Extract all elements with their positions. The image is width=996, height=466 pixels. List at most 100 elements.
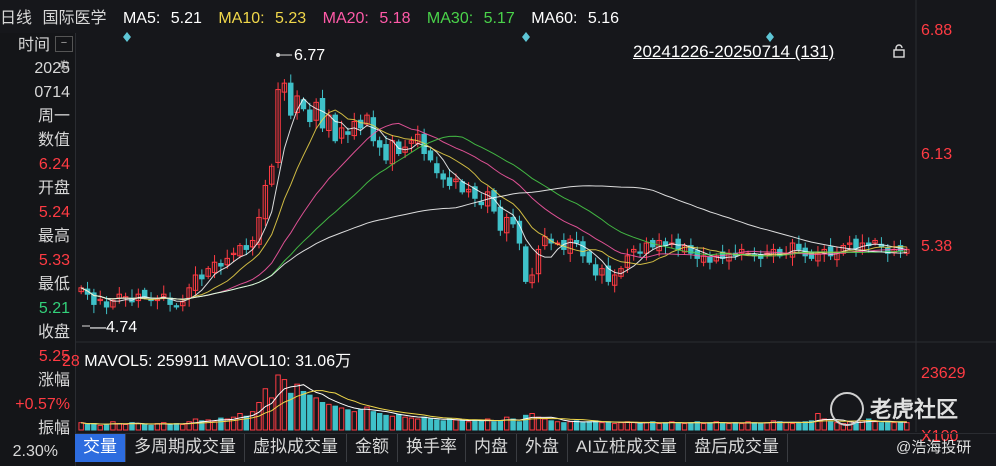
candle-body xyxy=(885,247,891,254)
candle-body xyxy=(789,242,796,258)
candle-body xyxy=(408,140,415,144)
tab-ai-volume[interactable]: AI立桩成交量 xyxy=(568,434,687,462)
volume-bar xyxy=(783,422,789,431)
mavol5-value: 259911 xyxy=(156,353,210,370)
volume-bar xyxy=(516,421,523,431)
tab-multi-period-volume[interactable]: 多周期成交量 xyxy=(126,434,245,462)
volume-bar xyxy=(459,420,465,431)
volume-bar xyxy=(637,423,643,431)
volume-bar xyxy=(249,411,256,431)
volume-bar xyxy=(777,421,783,431)
tab-volume[interactable]: 交量 xyxy=(75,434,126,462)
volume-bar xyxy=(427,418,434,431)
volume-bar xyxy=(503,416,510,431)
candle-body xyxy=(370,117,377,142)
high-annotation: 6.77 xyxy=(294,47,325,64)
candle-body xyxy=(434,163,440,174)
volume-bar xyxy=(376,413,383,431)
volume-bar xyxy=(237,413,243,431)
event-marker-icon xyxy=(123,32,131,42)
collapse-button[interactable]: − xyxy=(55,36,73,52)
indicator-tabs: 交量 多周期成交量 虚拟成交量 金额 换手率 内盘 外盘 AI立桩成交量 盘后成… xyxy=(75,433,996,462)
chart-title: 日线 国际医学 xyxy=(0,10,107,27)
volume-bar xyxy=(796,422,802,431)
ma30-line xyxy=(80,135,907,300)
volume-bar xyxy=(465,421,472,431)
mavol10-line xyxy=(81,390,907,425)
ma60-value: MA60: 5.16 xyxy=(531,10,620,27)
candle-body xyxy=(78,287,84,293)
tab-amount[interactable]: 金额 xyxy=(347,434,398,462)
volume-bar xyxy=(472,419,478,431)
tab-turnover[interactable]: 换手率 xyxy=(398,434,466,462)
high-marker-dot xyxy=(276,53,281,58)
volume-bar xyxy=(865,418,872,431)
candle-body xyxy=(605,265,612,282)
price-tick-mid: 6.13 xyxy=(921,146,953,163)
mavol10-label: MAVOL10: xyxy=(213,353,291,370)
change-value: +0.57% xyxy=(15,396,70,413)
candle-body xyxy=(211,261,218,273)
candle-body xyxy=(345,131,351,135)
tab-after-hours-volume[interactable]: 盘后成交量 xyxy=(686,434,789,462)
volume-bar xyxy=(821,418,827,431)
candle-body xyxy=(262,184,269,220)
volume-bar xyxy=(789,423,796,431)
volume-bar xyxy=(84,424,91,431)
candle-body xyxy=(478,201,485,206)
candle-body xyxy=(567,238,573,254)
volume-bar xyxy=(484,418,491,431)
open-label: 开盘 xyxy=(37,180,70,197)
ma10-value: MA10: 5.23 xyxy=(218,10,307,27)
tab-outer-volume[interactable]: 外盘 xyxy=(517,434,568,462)
candle-body xyxy=(376,140,383,148)
tab-inner-volume[interactable]: 内盘 xyxy=(466,434,517,462)
volume-tick-top: 23629 xyxy=(921,365,966,382)
volume-bar xyxy=(218,417,224,431)
volume-bar xyxy=(440,420,446,431)
volume-bar xyxy=(758,423,764,431)
candle-body xyxy=(503,216,510,234)
amplitude-label: 振幅 xyxy=(37,420,70,437)
close-value: 5.25 xyxy=(38,348,70,365)
volume-bar xyxy=(497,420,504,431)
volume-bar xyxy=(421,416,427,431)
date-range-label[interactable]: 20241226-20250714 (131) xyxy=(633,42,835,61)
candle-body xyxy=(338,127,345,139)
volume-bar xyxy=(548,420,554,431)
volume-bar xyxy=(338,407,345,431)
volume-bar xyxy=(180,424,186,431)
volume-bar xyxy=(732,422,739,431)
amplitude-value: 2.30% xyxy=(12,443,58,460)
volume-bar xyxy=(891,422,897,431)
volume-bar xyxy=(592,420,599,431)
time-label: 时间 xyxy=(17,37,50,54)
volume-bar xyxy=(275,374,281,431)
settings-gear-icon[interactable]: ⚙ xyxy=(57,57,71,73)
candle-body xyxy=(853,238,859,249)
volume-bar xyxy=(135,423,142,431)
volume-bar xyxy=(523,414,529,431)
candle-body xyxy=(230,252,237,256)
candle-body xyxy=(319,98,326,129)
low-value: 5.21 xyxy=(38,300,70,317)
candle-body xyxy=(294,95,300,114)
quote-panel: − ⚙ 时间 2025 0714 周一 数值 6.24 开盘 5.24 最高 5… xyxy=(0,33,76,466)
volume-bar xyxy=(122,424,129,431)
volume-bar xyxy=(78,422,84,431)
lock-icon[interactable] xyxy=(892,44,906,58)
candle-body xyxy=(872,239,878,244)
volume-bar xyxy=(389,415,396,431)
tab-virtual-volume[interactable]: 虚拟成交量 xyxy=(245,434,347,462)
volume-bar xyxy=(351,411,357,431)
ma30-value: MA30: 5.17 xyxy=(426,10,515,27)
candle-body xyxy=(535,248,542,275)
event-marker-icon xyxy=(766,32,774,42)
volume-bar xyxy=(415,418,421,431)
volume-bar xyxy=(713,421,720,431)
candle-body xyxy=(580,241,586,257)
ma5-line xyxy=(80,97,907,302)
volume-bar xyxy=(567,421,573,431)
volume-bar xyxy=(281,379,288,431)
